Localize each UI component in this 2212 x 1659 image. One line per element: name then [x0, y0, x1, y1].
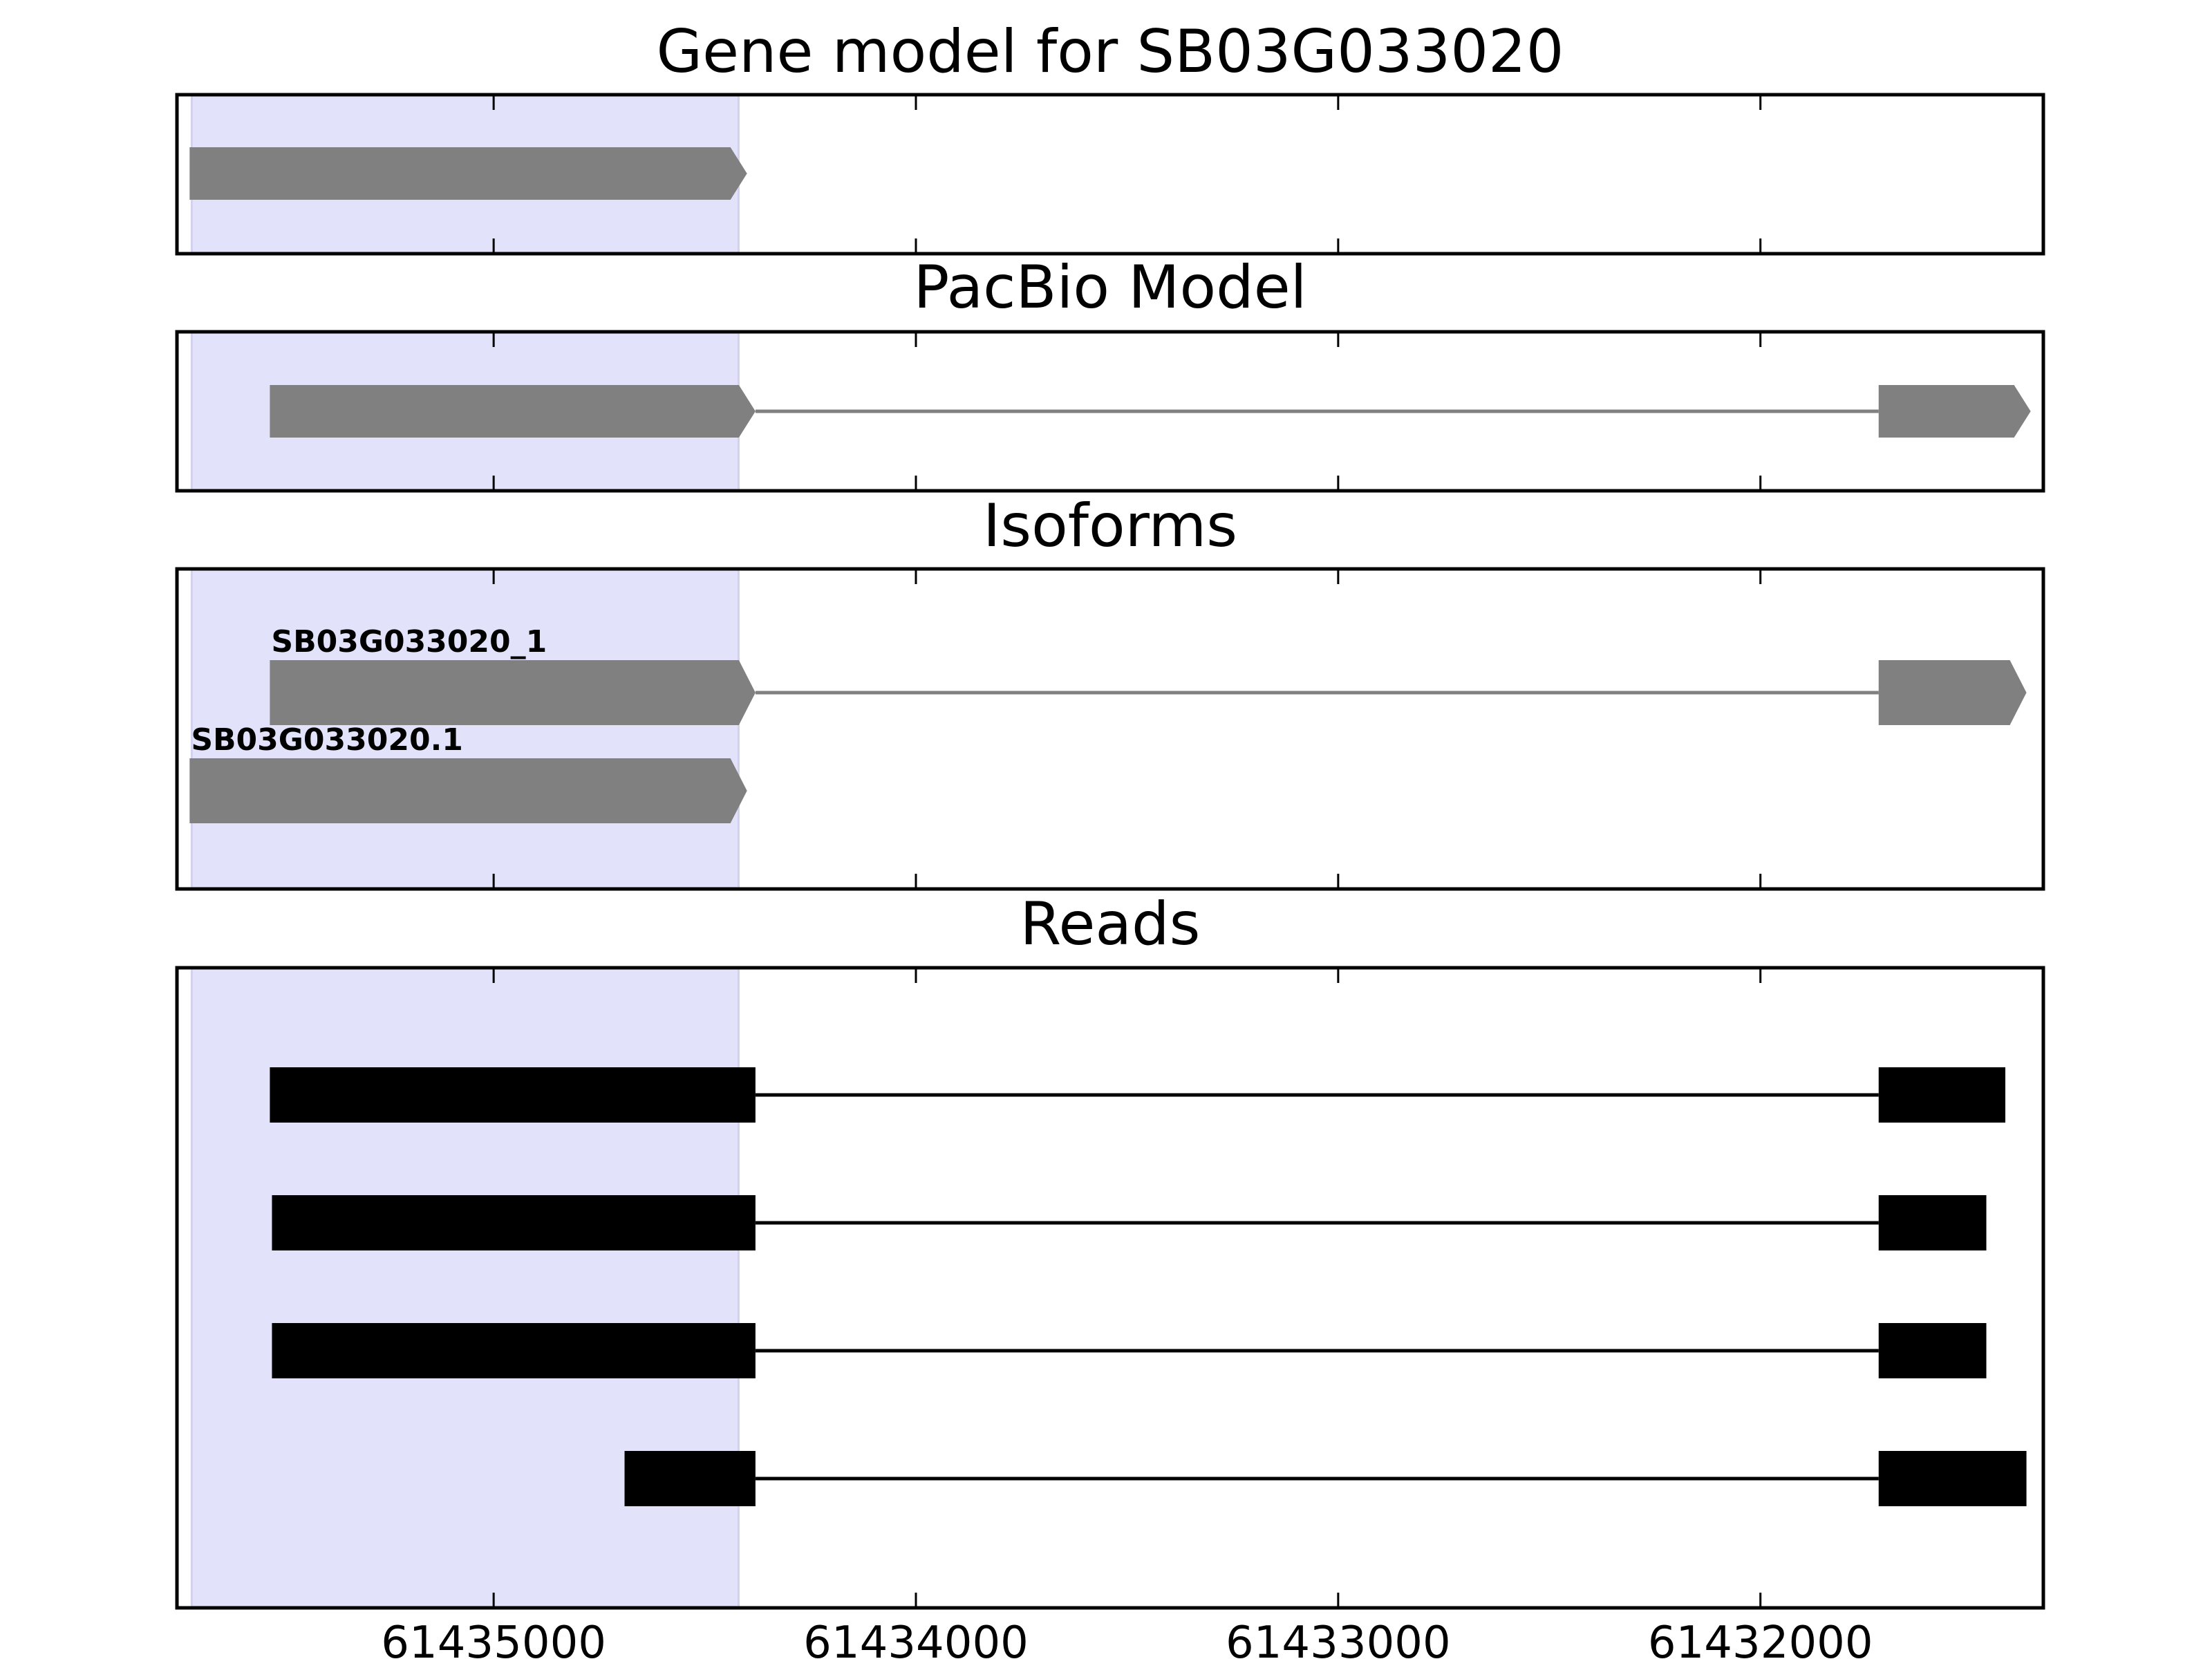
exon-arrow: [189, 147, 747, 200]
panel-pacbio-model: PacBio Model: [175, 253, 2045, 493]
track-isoforms-2: SB03G033020.1: [189, 722, 747, 823]
panel-frame: [175, 966, 2045, 1610]
x-tick-label: 61433000: [1226, 1618, 1451, 1659]
panel-reads: Reads 61435000 61434000 61433000 61432000: [175, 890, 2045, 1659]
panel-title: PacBio Model: [913, 253, 1306, 322]
isoform-label: SB03G033020.1: [191, 722, 463, 758]
track-reads-1: [270, 1067, 2006, 1123]
exon-block: [270, 1067, 756, 1123]
x-tick-label: 61435000: [381, 1618, 606, 1659]
exon-arrow: [270, 660, 756, 725]
exon-block: [624, 1451, 756, 1506]
x-tick-label: 61434000: [803, 1618, 1029, 1659]
exon-arrow: [270, 385, 756, 438]
isoform-label: SB03G033020_1: [271, 624, 547, 659]
track-reads-3: [272, 1323, 1987, 1378]
exon-block: [272, 1323, 756, 1378]
exon-arrow: [1878, 660, 2027, 725]
x-tick-label: 61432000: [1648, 1618, 1873, 1659]
highlight-region: [190, 568, 740, 890]
panel-title: Reads: [1020, 890, 1201, 959]
panel-frame: [175, 567, 2045, 891]
exon-block: [1878, 1451, 2027, 1506]
highlight-region: [190, 966, 740, 1609]
panel-title: Isoforms: [983, 491, 1237, 561]
panel-frame: [175, 93, 2045, 256]
track-pacbio-model-1: [270, 385, 2031, 438]
exon-block: [1878, 1067, 2006, 1123]
panels-layer: Gene model for SB03G033020 PacBio Model SB…: [175, 17, 2045, 1659]
exon-block: [1878, 1195, 1987, 1250]
track-reads-4: [624, 1451, 2027, 1506]
exon-block: [272, 1195, 756, 1250]
track-gene-model-1: [189, 147, 747, 200]
panel-gene-model: Gene model for SB03G033020: [175, 17, 2045, 256]
panel-frame: [175, 330, 2045, 493]
panel-title: Gene model for SB03G033020: [657, 17, 1564, 86]
track-isoforms-1: SB03G033020_1: [270, 624, 2027, 725]
panel-isoforms: SB03G033020_1 SB03G033020.1 Isoforms: [175, 491, 2045, 891]
exon-arrow: [1878, 385, 2031, 438]
exon-arrow: [189, 758, 747, 823]
track-reads-2: [272, 1195, 1987, 1250]
exon-block: [1878, 1323, 1987, 1378]
